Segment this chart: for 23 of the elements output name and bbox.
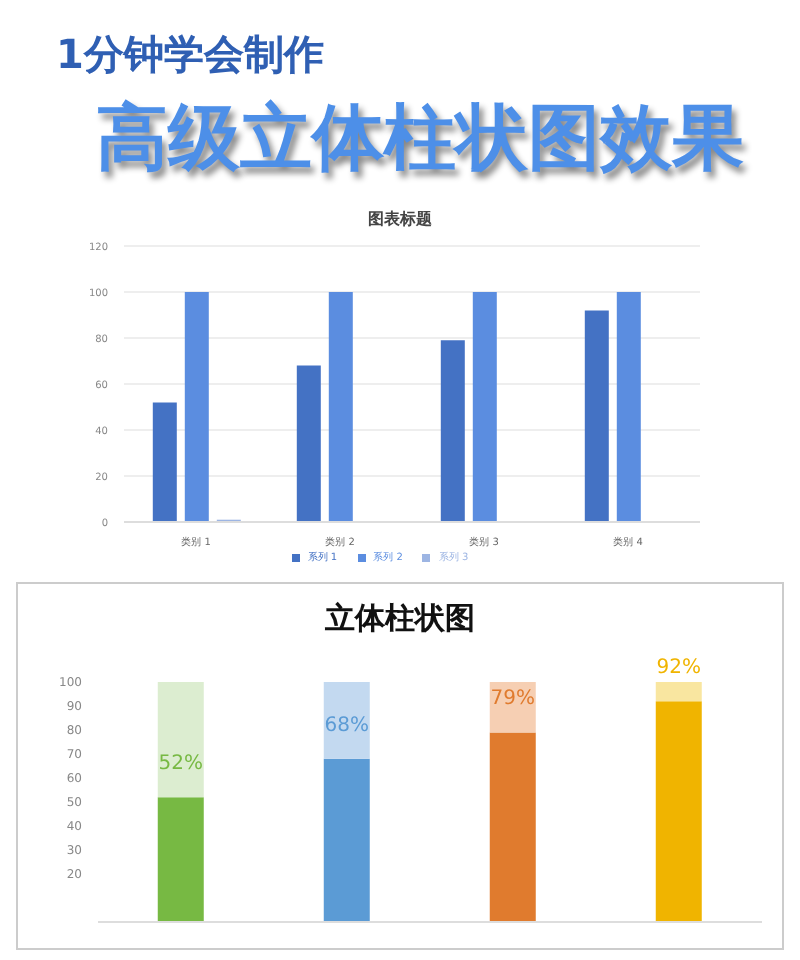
bar <box>184 292 209 522</box>
data-label: 52% <box>158 753 203 776</box>
bar <box>655 701 702 922</box>
text: 高级立体柱状图效果 <box>94 96 746 184</box>
bar <box>328 292 353 522</box>
data-label: 92% <box>656 657 701 680</box>
bar <box>584 310 609 522</box>
bar <box>440 340 465 522</box>
bar <box>489 732 536 922</box>
bar <box>655 682 702 702</box>
chart-title: 图表标题 <box>366 208 434 230</box>
bar <box>323 758 370 922</box>
bar <box>472 292 497 522</box>
bar <box>157 797 204 922</box>
data-label: 79% <box>490 688 535 711</box>
bar <box>152 402 177 522</box>
bar <box>296 365 321 522</box>
bar <box>323 682 370 759</box>
bar <box>616 292 641 522</box>
bar <box>157 682 204 798</box>
chart-title: 立体柱状图 <box>323 600 477 638</box>
data-label: 68% <box>324 714 369 737</box>
text: 1分钟学会制作 <box>56 28 326 82</box>
